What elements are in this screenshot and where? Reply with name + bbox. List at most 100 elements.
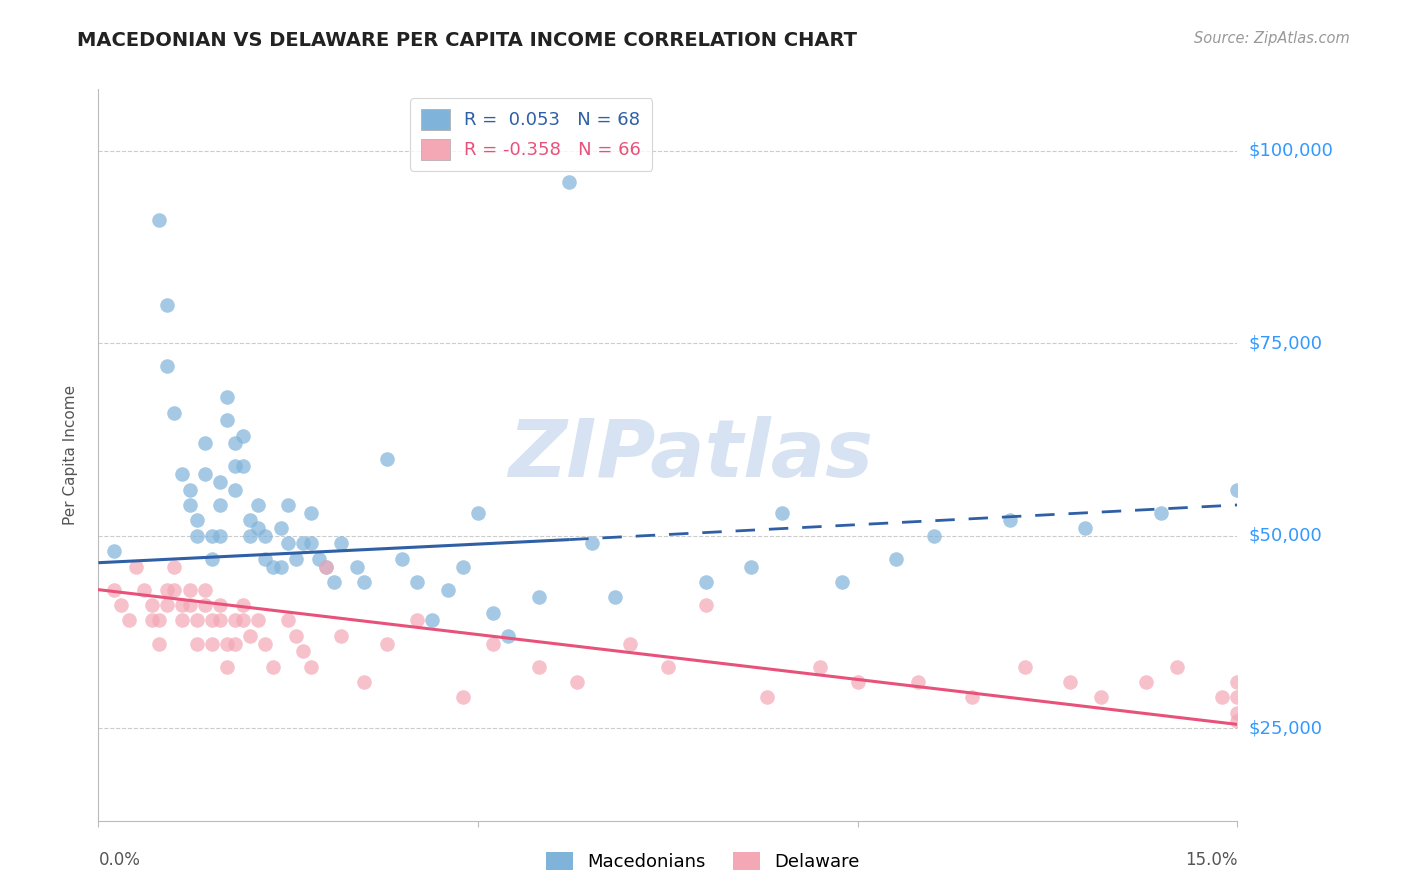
Point	[110, 598, 132, 612]
Point	[558, 175, 581, 189]
Point	[284, 629, 307, 643]
Point	[163, 406, 186, 420]
Point	[179, 483, 201, 497]
Point	[498, 629, 520, 643]
Point	[208, 614, 231, 628]
Point	[657, 659, 679, 673]
Point	[103, 582, 125, 597]
Point	[132, 582, 155, 597]
Point	[239, 513, 262, 527]
Y-axis label: Per Capita Income: Per Capita Income	[63, 384, 77, 525]
Point	[224, 614, 246, 628]
Point	[299, 506, 322, 520]
Point	[156, 298, 179, 312]
Point	[740, 559, 762, 574]
Text: $100,000: $100,000	[1249, 142, 1333, 160]
Point	[254, 529, 277, 543]
Point	[353, 675, 375, 690]
Point	[406, 574, 429, 589]
Point	[201, 636, 224, 650]
Point	[527, 591, 550, 605]
Point	[330, 629, 353, 643]
Point	[163, 559, 186, 574]
Point	[1226, 706, 1249, 720]
Point	[186, 636, 208, 650]
Point	[922, 529, 945, 543]
Point	[292, 644, 315, 658]
Point	[179, 598, 201, 612]
Text: MACEDONIAN VS DELAWARE PER CAPITA INCOME CORRELATION CHART: MACEDONIAN VS DELAWARE PER CAPITA INCOME…	[77, 31, 858, 50]
Point	[208, 475, 231, 489]
Point	[315, 559, 337, 574]
Point	[422, 614, 444, 628]
Point	[224, 436, 246, 450]
Point	[391, 552, 413, 566]
Point	[1226, 690, 1249, 705]
Point	[375, 451, 398, 466]
Point	[232, 598, 254, 612]
Point	[292, 536, 315, 550]
Point	[246, 498, 269, 512]
Point	[125, 559, 148, 574]
Point	[308, 552, 330, 566]
Point	[208, 498, 231, 512]
Point	[186, 614, 208, 628]
Point	[436, 582, 458, 597]
Point	[170, 467, 193, 482]
Point	[1074, 521, 1097, 535]
Point	[998, 513, 1021, 527]
Point	[201, 552, 224, 566]
Point	[217, 636, 239, 650]
Point	[277, 498, 299, 512]
Point	[141, 614, 163, 628]
Point	[330, 536, 353, 550]
Point	[884, 552, 907, 566]
Point	[270, 559, 292, 574]
Point	[277, 614, 299, 628]
Point	[755, 690, 778, 705]
Point	[163, 582, 186, 597]
Point	[103, 544, 125, 558]
Point	[1135, 675, 1157, 690]
Point	[1090, 690, 1112, 705]
Point	[179, 498, 201, 512]
Point	[619, 636, 641, 650]
Point	[208, 529, 231, 543]
Point	[603, 591, 626, 605]
Point	[322, 574, 344, 589]
Point	[254, 552, 277, 566]
Point	[482, 606, 505, 620]
Point	[148, 213, 170, 227]
Text: $75,000: $75,000	[1249, 334, 1323, 352]
Legend: R =  0.053   N = 68, R = -0.358   N = 66: R = 0.053 N = 68, R = -0.358 N = 66	[411, 98, 652, 170]
Point	[217, 413, 239, 427]
Point	[1226, 714, 1249, 728]
Point	[194, 598, 217, 612]
Point	[315, 559, 337, 574]
Point	[451, 559, 474, 574]
Point	[208, 598, 231, 612]
Point	[232, 614, 254, 628]
Point	[194, 436, 217, 450]
Point	[565, 675, 588, 690]
Point	[232, 459, 254, 474]
Point	[960, 690, 983, 705]
Point	[232, 428, 254, 442]
Point	[148, 636, 170, 650]
Text: ZIPatlas: ZIPatlas	[508, 416, 873, 494]
Point	[846, 675, 869, 690]
Point	[277, 536, 299, 550]
Point	[186, 513, 208, 527]
Point	[1150, 506, 1173, 520]
Point	[179, 582, 201, 597]
Point	[1166, 659, 1188, 673]
Point	[170, 614, 193, 628]
Point	[194, 467, 217, 482]
Point	[148, 614, 170, 628]
Point	[217, 659, 239, 673]
Text: $25,000: $25,000	[1249, 719, 1323, 738]
Point	[467, 506, 489, 520]
Point	[907, 675, 929, 690]
Point	[186, 529, 208, 543]
Point	[1059, 675, 1081, 690]
